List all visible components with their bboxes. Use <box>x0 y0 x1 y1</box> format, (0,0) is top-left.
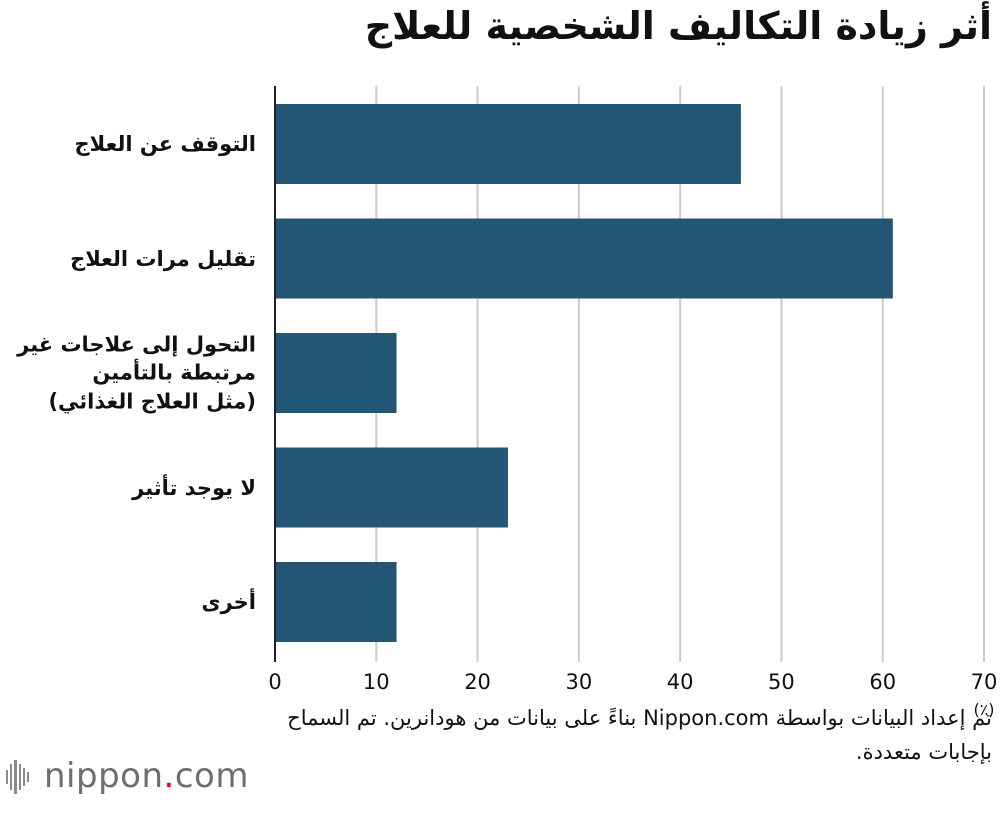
x-tick-label: 40 <box>666 670 694 694</box>
bars <box>275 104 893 642</box>
x-tick-label: 0 <box>268 670 282 694</box>
bar <box>275 333 397 413</box>
x-tick-label: 60 <box>869 670 897 694</box>
category-label: التحول إلى علاجات غير مرتبطة بالتأمين (مثل… <box>17 332 256 414</box>
chart-title: أثر زيادة التكاليف الشخصية للعلاج <box>364 4 992 48</box>
nippon-logo: nippon.com <box>6 756 249 796</box>
bar <box>275 562 397 642</box>
category-label: التوقف عن العلاج <box>74 131 256 156</box>
x-tick-label: 10 <box>362 670 390 694</box>
logo-mark-icon <box>6 760 29 794</box>
category-label: لا يوجد تأثير <box>132 475 256 500</box>
bar <box>275 104 741 184</box>
bar <box>275 447 508 528</box>
unit-label: (٪) <box>973 700 995 719</box>
x-tick-label: 70 <box>970 670 998 694</box>
bar-chart <box>274 86 985 662</box>
category-label: تقليل مرات العلاج <box>70 246 256 271</box>
x-tick-label: 50 <box>768 670 795 694</box>
x-tick-label: 20 <box>464 670 491 694</box>
source-note: تم إعداد البيانات بواسطة Nippon.com بناء… <box>287 706 992 764</box>
category-label: أخرى <box>201 589 256 614</box>
bar <box>275 218 893 299</box>
x-tick-label: 30 <box>565 670 593 694</box>
logo-text: nippon.com <box>44 756 249 796</box>
